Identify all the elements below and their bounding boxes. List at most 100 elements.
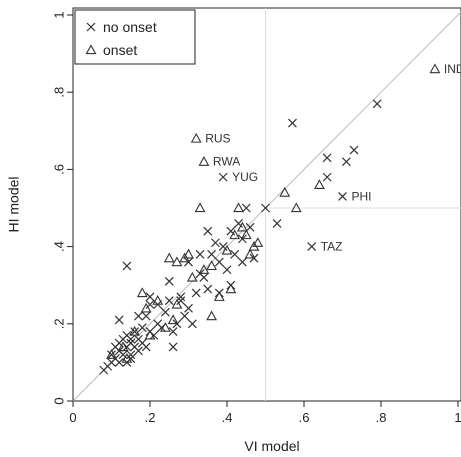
data-point-onset: [183, 248, 194, 259]
data-point-onset: [117, 341, 129, 352]
legend-marker-no-onset: [86, 22, 96, 32]
data-point-onset: [171, 256, 183, 267]
data-point-onset: [206, 310, 218, 321]
y-tick-label: .6: [51, 164, 66, 175]
data-point-onset: [236, 221, 248, 232]
point-label: RUS: [205, 132, 230, 146]
data-point-no-onset: [160, 307, 170, 317]
point-label: RWA: [213, 155, 240, 169]
data-point-no-onset: [214, 257, 224, 267]
data-point-no-onset: [184, 303, 193, 313]
data-point-no-onset: [241, 203, 251, 213]
data-point-onset: [167, 314, 179, 325]
data-point-onset: [279, 186, 291, 197]
data-point-no-onset: [349, 145, 359, 155]
data-points: [99, 63, 441, 375]
data-point-no-onset: [126, 334, 136, 344]
data-point-no-onset: [114, 315, 124, 325]
data-point-no-onset: [176, 292, 186, 302]
data-point-no-onset: [322, 172, 332, 182]
data-point-no-onset: [141, 311, 151, 321]
data-point-no-onset: [187, 319, 197, 329]
data-point-no-onset: [141, 342, 151, 352]
data-point-onset: [229, 229, 241, 240]
y-tick-label: .2: [51, 318, 66, 329]
data-point-onset: [144, 329, 156, 340]
data-point-onset: [225, 283, 237, 294]
x-tick-label: .6: [299, 410, 310, 425]
point-label: PHI: [352, 189, 372, 203]
y-tick-label: .4: [51, 241, 66, 252]
data-point-no-onset: [168, 342, 178, 352]
data-point-no-onset: [203, 284, 213, 294]
data-point-onset: [194, 202, 206, 213]
legend-marker-onset: [85, 44, 97, 55]
x-axis-label: VI model: [244, 438, 299, 454]
point-label: TAZ: [321, 240, 343, 254]
point-label: IND: [444, 62, 461, 76]
data-point-onset: [121, 352, 133, 363]
data-point-onset: [190, 132, 202, 143]
legend: no onset onset: [74, 9, 196, 65]
data-point-no-onset: [218, 242, 228, 252]
data-point-onset: [152, 295, 164, 305]
data-point-onset: [290, 202, 302, 213]
point-label: YUG: [232, 170, 258, 184]
data-point-no-onset: [341, 157, 351, 167]
legend-entry-label: onset: [103, 42, 137, 58]
data-point-onset: [240, 229, 252, 240]
data-point-no-onset: [307, 242, 317, 252]
data-point-onset: [233, 202, 244, 213]
data-point-no-onset: [164, 296, 174, 306]
data-point-onset: [186, 271, 198, 282]
data-point-no-onset: [338, 191, 347, 201]
y-tick-label: 0: [51, 397, 66, 404]
data-point-no-onset: [261, 203, 270, 213]
data-point-no-onset: [145, 292, 155, 302]
data-point-no-onset: [126, 338, 136, 348]
legend-entry-label: no onset: [103, 19, 157, 35]
data-point-no-onset: [130, 327, 140, 336]
x-tick-label: 1: [454, 410, 461, 425]
data-point-no-onset: [134, 311, 143, 321]
data-point-no-onset: [322, 153, 332, 163]
y-tick-label: 1: [51, 11, 66, 18]
data-point-no-onset: [164, 276, 174, 286]
data-point-no-onset: [114, 357, 124, 367]
data-point-onset: [429, 63, 441, 74]
data-point-no-onset: [122, 261, 132, 271]
x-tick-label: .8: [376, 410, 387, 425]
data-point-no-onset: [145, 300, 155, 309]
data-point-onset: [313, 179, 325, 189]
data-point-onset: [198, 156, 210, 166]
data-point-onset: [171, 298, 183, 309]
data-point-no-onset: [118, 350, 128, 360]
data-point-no-onset: [222, 265, 232, 275]
data-point-no-onset: [199, 273, 209, 282]
axes: 0 .2 .4 .6 .8 1 0 .2 .4 .6 .8 1: [51, 11, 461, 425]
data-point-onset: [159, 322, 171, 332]
data-point-onset: [129, 325, 141, 336]
data-point-no-onset: [207, 249, 217, 259]
data-point-no-onset: [203, 226, 213, 236]
data-point-no-onset: [137, 323, 147, 333]
data-point-onset: [106, 349, 117, 359]
data-point-onset: [244, 248, 256, 259]
data-point-no-onset: [211, 238, 220, 248]
data-point-no-onset: [372, 99, 382, 109]
data-point-onset: [221, 244, 233, 255]
data-point-no-onset: [126, 350, 136, 360]
data-point-no-onset: [288, 118, 297, 128]
data-point-no-onset: [176, 296, 186, 306]
data-point-no-onset: [237, 257, 247, 267]
data-point-no-onset: [245, 222, 255, 232]
data-point-onset: [198, 264, 210, 274]
data-point-onset: [213, 291, 225, 301]
y-tick-label: .8: [51, 87, 66, 98]
data-point-no-onset: [230, 249, 240, 259]
data-point-no-onset: [272, 219, 282, 228]
data-point-no-onset: [191, 288, 201, 298]
data-point-no-onset: [195, 249, 205, 259]
